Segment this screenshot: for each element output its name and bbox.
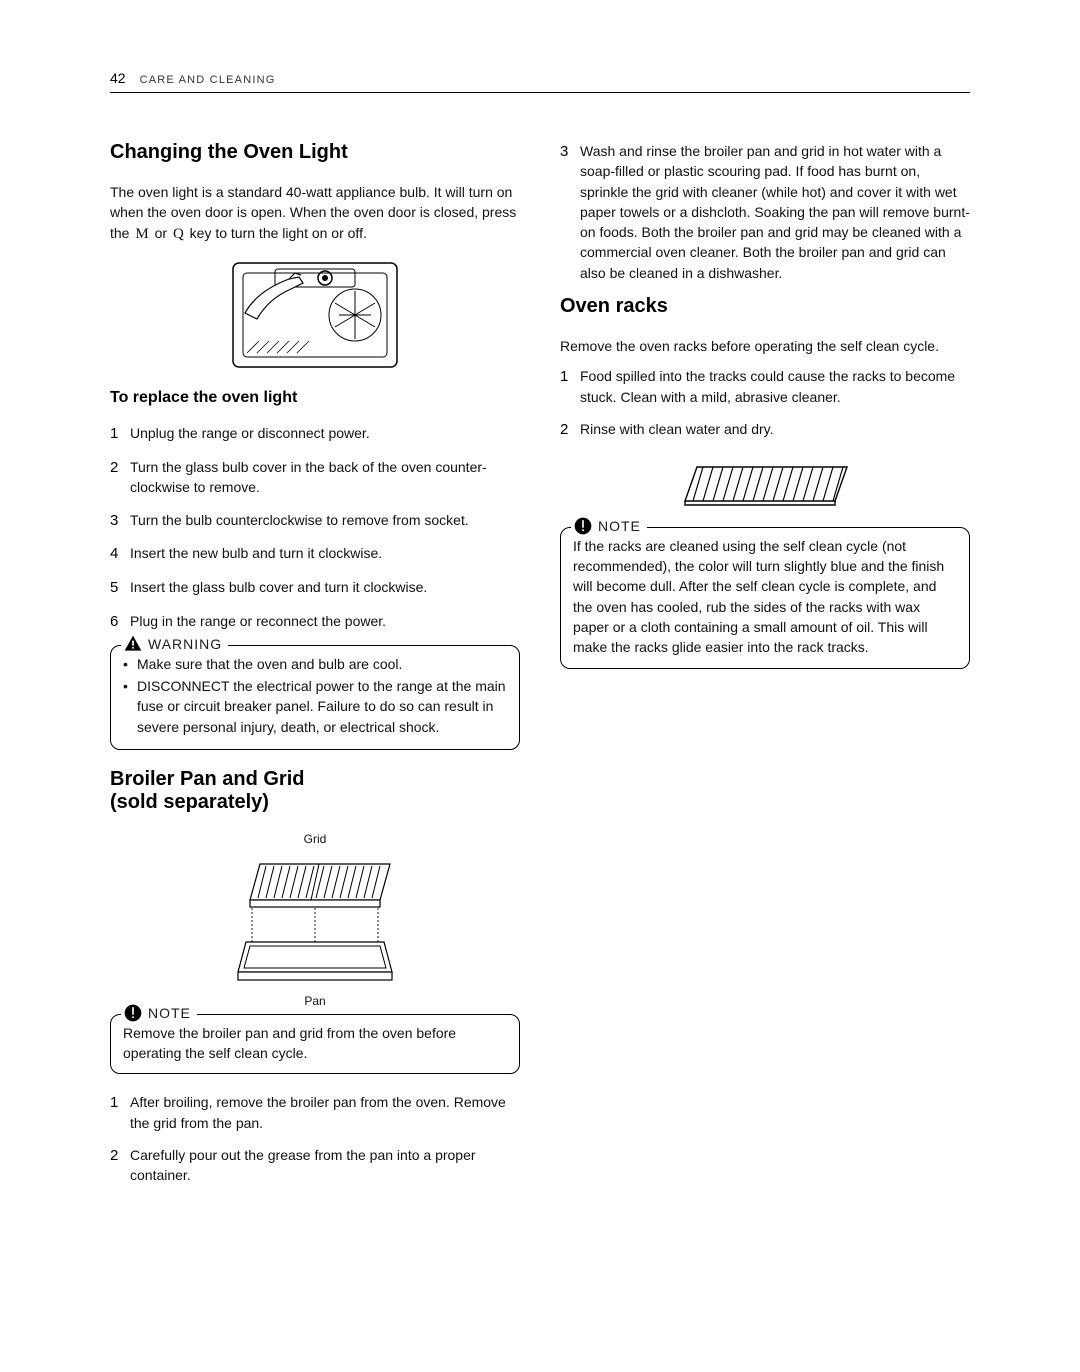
step-number: 3 (110, 510, 130, 532)
step-text: Insert the new bulb and turn it clockwis… (130, 543, 520, 565)
heading-line2: (sold separately) (110, 791, 269, 813)
oven-light-intro: The oven light is a standard 40-watt app… (110, 182, 520, 245)
step-text: Wash and rinse the broiler pan and grid … (580, 141, 970, 283)
step-text: Turn the glass bulb cover in the back of… (130, 457, 520, 498)
note-exclamation-icon (123, 1003, 143, 1023)
list-item: 1After broiling, remove the broiler pan … (110, 1092, 520, 1133)
list-item: DISCONNECT the electrical power to the r… (123, 676, 507, 737)
right-column: 3Wash and rinse the broiler pan and grid… (560, 141, 970, 1198)
step-number: 2 (560, 419, 580, 441)
intro-text-post: key to turn the light on or off. (186, 225, 367, 241)
step-number: 2 (110, 1145, 130, 1186)
list-item: 5Insert the glass bulb cover and turn it… (110, 577, 520, 599)
list-item: 2Turn the glass bulb cover in the back o… (110, 457, 520, 498)
racks-steps: 1Food spilled into the tracks could caus… (560, 366, 970, 440)
step-number: 1 (110, 1092, 130, 1133)
heading-oven-racks: Oven racks (560, 295, 970, 318)
warning-list: Make sure that the oven and bulb are coo… (123, 654, 507, 737)
note-title-row: NOTE (571, 516, 647, 536)
note-callout-2: NOTE If the racks are cleaned using the … (560, 527, 970, 669)
note-body: If the racks are cleaned using the self … (573, 536, 957, 658)
heading-replace-oven-light: To replace the oven light (110, 389, 520, 407)
step-text: Food spilled into the tracks could cause… (580, 366, 970, 407)
key-m: M (133, 226, 150, 242)
note-title-row: NOTE (121, 1003, 197, 1023)
heading-changing-oven-light: Changing the Oven Light (110, 141, 520, 164)
note-exclamation-icon (573, 516, 593, 536)
warning-callout: WARNING Make sure that the oven and bulb… (110, 645, 520, 750)
list-item: 4Insert the new bulb and turn it clockwi… (110, 543, 520, 565)
two-column-layout: Changing the Oven Light The oven light i… (110, 141, 970, 1198)
step-number: 5 (110, 577, 130, 599)
heading-line1: Broiler Pan and Grid (110, 768, 304, 790)
warning-title-row: WARNING (121, 634, 228, 654)
oven-rack-illustration (560, 453, 970, 513)
note-callout-1: NOTE Remove the broiler pan and grid fro… (110, 1014, 520, 1075)
step-number: 6 (110, 611, 130, 633)
grid-label: Grid (110, 832, 520, 846)
step-text: After broiling, remove the broiler pan f… (130, 1092, 520, 1133)
note-title: NOTE (598, 518, 641, 534)
note-title: NOTE (148, 1005, 191, 1021)
page-number: 42 (110, 70, 126, 86)
list-item: Make sure that the oven and bulb are coo… (123, 654, 507, 674)
step-text: Rinse with clean water and dry. (580, 419, 970, 441)
warning-triangle-icon (123, 634, 143, 654)
warning-title: WARNING (148, 636, 222, 652)
manual-page: 42 CARE AND CLEANING Changing the Oven L… (0, 0, 1080, 1372)
step-number: 1 (110, 423, 130, 445)
broiler-pan-illustration (110, 856, 520, 986)
oven-interior-illustration (110, 255, 520, 375)
step-text: Plug in the range or reconnect the power… (130, 611, 520, 633)
warning-text: DISCONNECT the electrical power to the r… (137, 676, 507, 737)
list-item: 1Food spilled into the tracks could caus… (560, 366, 970, 407)
heading-broiler-pan: Broiler Pan and Grid (sold separately) (110, 768, 520, 814)
warning-text: Make sure that the oven and bulb are coo… (137, 654, 402, 674)
broiler-steps: 1After broiling, remove the broiler pan … (110, 1092, 520, 1185)
list-item: 2Rinse with clean water and dry. (560, 419, 970, 441)
step-number: 3 (560, 141, 580, 283)
list-item: 3Turn the bulb counterclockwise to remov… (110, 510, 520, 532)
note-body: Remove the broiler pan and grid from the… (123, 1023, 507, 1064)
step-text: Insert the glass bulb cover and turn it … (130, 577, 520, 599)
broiler-steps-cont: 3Wash and rinse the broiler pan and grid… (560, 141, 970, 283)
section-title: CARE AND CLEANING (140, 74, 276, 86)
key-q: Q (171, 226, 186, 242)
step-number: 1 (560, 366, 580, 407)
list-item: 1Unplug the range or disconnect power. (110, 423, 520, 445)
step-text: Unplug the range or disconnect power. (130, 423, 520, 445)
step-number: 4 (110, 543, 130, 565)
left-column: Changing the Oven Light The oven light i… (110, 141, 520, 1198)
replace-light-steps: 1Unplug the range or disconnect power. 2… (110, 423, 520, 632)
step-text: Carefully pour out the grease from the p… (130, 1145, 520, 1186)
list-item: 6Plug in the range or reconnect the powe… (110, 611, 520, 633)
list-item: 2Carefully pour out the grease from the … (110, 1145, 520, 1186)
racks-intro: Remove the oven racks before operating t… (560, 336, 970, 356)
step-text: Turn the bulb counterclockwise to remove… (130, 510, 520, 532)
list-item: 3Wash and rinse the broiler pan and grid… (560, 141, 970, 283)
step-number: 2 (110, 457, 130, 498)
intro-text-mid: or (151, 225, 171, 241)
page-header: 42 CARE AND CLEANING (110, 70, 970, 93)
